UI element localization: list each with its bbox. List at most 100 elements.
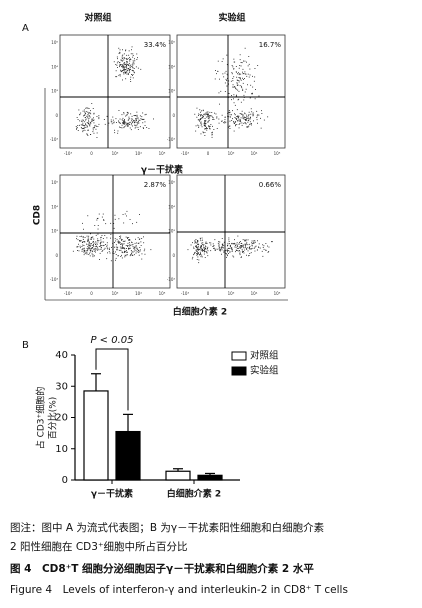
- event-dot: [90, 245, 91, 247]
- event-dot: [132, 64, 134, 66]
- event-dot: [210, 242, 212, 244]
- event-dot: [237, 80, 239, 81]
- event-dot: [218, 92, 220, 94]
- event-dot: [101, 251, 103, 252]
- event-dot: [118, 121, 120, 123]
- event-dot: [197, 252, 199, 254]
- event-dot: [90, 251, 92, 253]
- event-dot: [213, 247, 214, 249]
- event-dot: [259, 247, 261, 249]
- event-dot: [95, 234, 97, 236]
- event-dot: [102, 245, 104, 247]
- event-dot: [204, 123, 206, 124]
- event-dot: [142, 122, 144, 124]
- event-dot: [209, 128, 211, 130]
- event-dot: [120, 256, 122, 257]
- x-tick-label: γ－干扰素: [91, 488, 133, 500]
- event-dot: [123, 53, 125, 55]
- event-dot: [131, 115, 133, 117]
- event-dot: [91, 118, 93, 120]
- y-tick-label: 10⁵: [168, 40, 175, 45]
- y-tick-label: 10⁴: [168, 204, 175, 209]
- event-dot: [127, 245, 128, 247]
- event-dot: [123, 66, 124, 68]
- event-dot: [82, 239, 84, 240]
- event-dot: [138, 250, 140, 252]
- event-dot: [93, 246, 95, 247]
- event-dot: [85, 112, 87, 114]
- event-dot: [222, 246, 223, 248]
- event-dot: [237, 235, 239, 237]
- event-dot: [128, 122, 130, 124]
- event-dot: [253, 242, 255, 244]
- event-dot: [241, 248, 243, 250]
- event-dot: [217, 248, 219, 250]
- event-dot: [204, 135, 206, 136]
- event-dot: [125, 245, 127, 246]
- event-dot: [241, 85, 242, 87]
- event-dot: [87, 240, 88, 242]
- event-dot: [261, 110, 262, 112]
- event-dot: [118, 110, 120, 111]
- event-dot: [244, 117, 246, 118]
- event-dot: [95, 248, 97, 250]
- event-dot: [116, 62, 118, 64]
- event-dot: [95, 242, 97, 244]
- event-dot: [211, 132, 213, 134]
- event-dot: [239, 113, 241, 114]
- event-dot: [258, 243, 260, 245]
- event-dot: [221, 120, 223, 122]
- event-dot: [135, 246, 137, 248]
- event-dot: [90, 237, 92, 239]
- event-dot: [87, 111, 89, 113]
- event-dot: [81, 250, 83, 252]
- event-dot: [208, 126, 210, 128]
- event-dot: [106, 237, 108, 239]
- event-dot: [251, 248, 252, 250]
- event-dot: [228, 83, 229, 85]
- event-dot: [201, 242, 203, 244]
- event-dot: [99, 243, 101, 244]
- event-dot: [201, 254, 203, 256]
- x-tick-label: -10³: [64, 151, 73, 156]
- event-dot: [206, 251, 207, 253]
- event-dot: [251, 245, 253, 247]
- event-dot: [252, 241, 254, 243]
- event-dot: [258, 95, 260, 97]
- event-dot: [141, 116, 143, 118]
- event-dot: [230, 247, 232, 249]
- event-dot: [217, 60, 219, 62]
- event-dot: [227, 247, 229, 249]
- event-dot: [121, 251, 123, 253]
- event-dot: [129, 57, 130, 59]
- event-dot: [103, 219, 105, 221]
- event-dot: [79, 245, 81, 247]
- event-dot: [87, 115, 89, 117]
- event-dot: [137, 243, 139, 244]
- event-dot: [233, 98, 234, 100]
- event-dot: [246, 116, 248, 118]
- event-dot: [249, 253, 251, 254]
- event-dot: [233, 121, 235, 123]
- event-dot: [124, 248, 126, 250]
- event-dot: [250, 84, 252, 86]
- event-dot: [200, 245, 202, 247]
- event-dot: [249, 68, 251, 70]
- event-dot: [101, 216, 103, 218]
- event-dot: [219, 78, 220, 80]
- event-dot: [121, 257, 123, 259]
- event-dot: [254, 240, 256, 242]
- event-dot: [77, 130, 79, 131]
- event-dot: [94, 250, 95, 252]
- event-dot: [221, 114, 223, 116]
- event-dot: [90, 233, 91, 235]
- event-dot: [136, 121, 138, 123]
- event-dot: [241, 250, 243, 252]
- event-dot: [228, 112, 230, 114]
- event-dot: [120, 59, 122, 61]
- event-dot: [233, 86, 235, 88]
- event-dot: [196, 247, 198, 249]
- event-dot: [130, 69, 131, 70]
- caption-line: 2 阳性细胞在 CD3⁺细胞中所占百分比: [10, 540, 188, 553]
- event-dot: [197, 248, 199, 250]
